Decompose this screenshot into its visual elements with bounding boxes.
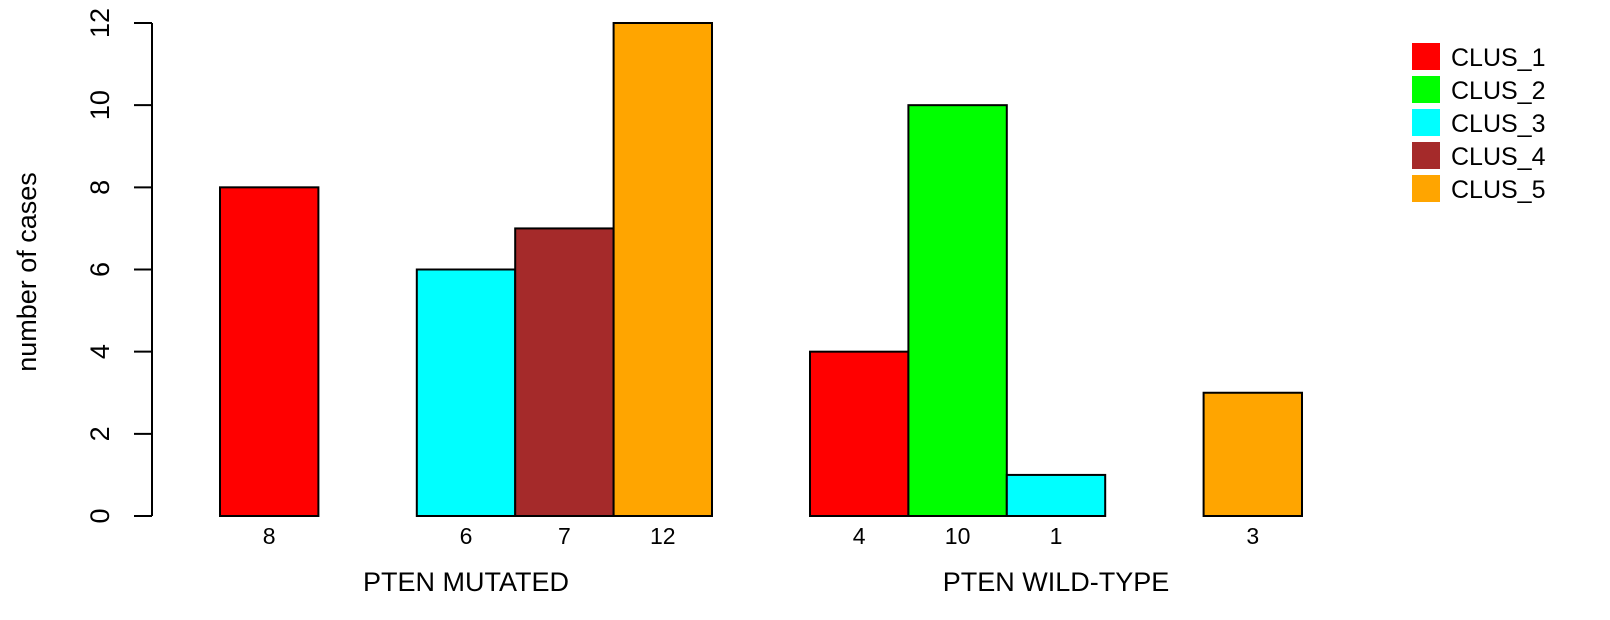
bar — [907, 104, 1008, 518]
value-labels: 8 6 7 12 4 10 1 3 — [263, 523, 1259, 549]
bar-value-label: 10 — [945, 523, 971, 549]
bar — [1005, 473, 1107, 517]
legend-swatch — [1412, 43, 1440, 70]
y-tick-label: 4 — [85, 344, 115, 359]
legend-label: CLUS_5 — [1451, 176, 1546, 204]
legend-label: CLUS_2 — [1451, 77, 1546, 105]
bar — [1202, 391, 1303, 517]
legend-label: CLUS_4 — [1451, 143, 1546, 171]
bar — [219, 186, 320, 517]
y-tick-label: 8 — [85, 180, 115, 195]
bar-value-label: 3 — [1246, 523, 1259, 549]
legend-swatch — [1412, 142, 1440, 169]
y-axis: 0 2 4 6 8 10 12 — [85, 8, 153, 524]
bar — [514, 227, 615, 518]
bar — [809, 350, 910, 517]
legend-label: CLUS_3 — [1451, 110, 1546, 138]
y-tick-label: 6 — [85, 262, 115, 277]
bar — [415, 268, 517, 517]
legend-swatch — [1412, 76, 1440, 103]
legend-swatch — [1412, 175, 1440, 202]
y-tick-label: 12 — [85, 8, 115, 38]
bar-value-label: 12 — [650, 523, 676, 549]
bar-value-label: 6 — [460, 523, 473, 549]
group-label: PTEN MUTATED — [363, 567, 569, 597]
legend-swatch — [1412, 109, 1440, 136]
bar-value-label: 4 — [853, 523, 866, 549]
y-tick-label: 10 — [85, 90, 115, 120]
y-tick-label: 0 — [85, 508, 115, 523]
y-tick-label: 2 — [85, 426, 115, 441]
y-axis-label: number of cases — [12, 172, 42, 372]
legend: CLUS_1 CLUS_2 CLUS_3 CLUS_4 CLUS_5 — [1412, 43, 1546, 204]
group-labels: PTEN MUTATED PTEN WILD-TYPE — [363, 567, 1169, 597]
bar — [612, 22, 713, 517]
group-label: PTEN WILD-TYPE — [943, 567, 1170, 597]
bar-value-label: 1 — [1050, 523, 1063, 549]
bars — [219, 22, 1303, 518]
bar-value-label: 8 — [263, 523, 276, 549]
legend-label: CLUS_1 — [1451, 44, 1546, 72]
bar-value-label: 7 — [558, 523, 571, 549]
